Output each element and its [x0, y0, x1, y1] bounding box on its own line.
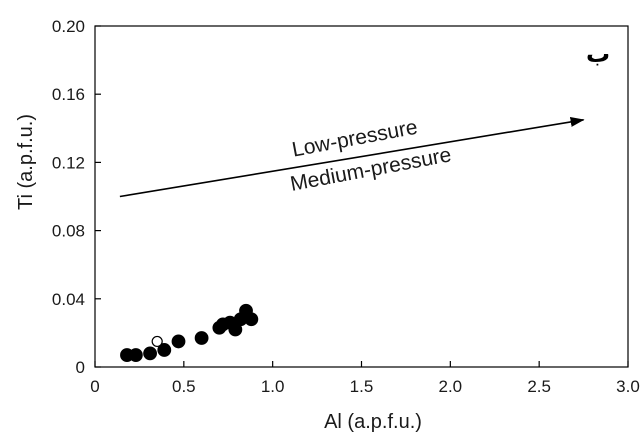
- x-tick-label: 0.5: [172, 377, 196, 396]
- y-tick-label: 0.04: [52, 290, 85, 309]
- x-axis: 0 0.5 1.0 1.5 2.0 2.5 3.0: [90, 361, 640, 396]
- y-axis: 0 0.04 0.08 0.12 0.16 0.20: [52, 17, 101, 377]
- plot-frame: [94, 25, 629, 368]
- x-axis-title: Al (a.p.f.u.): [324, 411, 422, 433]
- y-tick-label: 0.20: [52, 17, 85, 36]
- data-points: [120, 303, 259, 362]
- panel-label: ب: [586, 40, 610, 68]
- x-tick-label: 3.0: [616, 377, 640, 396]
- data-point-filled: [143, 346, 157, 361]
- y-tick-label: 0.12: [52, 153, 85, 172]
- data-point-filled: [157, 343, 172, 357]
- data-point-open: [151, 335, 163, 348]
- x-tick-label: 0: [90, 377, 99, 396]
- x-tick-label: 2.0: [439, 377, 463, 396]
- x-tick-label: 2.5: [527, 377, 551, 396]
- data-point-filled: [171, 334, 186, 349]
- data-point-filled: [128, 348, 143, 362]
- y-axis-title: Ti (a.p.f.u.): [15, 114, 37, 210]
- y-tick-label: 0.08: [52, 222, 85, 241]
- y-tick-label: 0.16: [52, 85, 85, 104]
- data-point-filled: [194, 331, 209, 345]
- pressure-trend-arrow: [119, 116, 585, 198]
- y-tick-label: 0: [76, 358, 85, 377]
- x-tick-label: 1.0: [261, 377, 285, 396]
- x-tick-label: 1.5: [350, 377, 374, 396]
- data-point-filled: [244, 312, 259, 327]
